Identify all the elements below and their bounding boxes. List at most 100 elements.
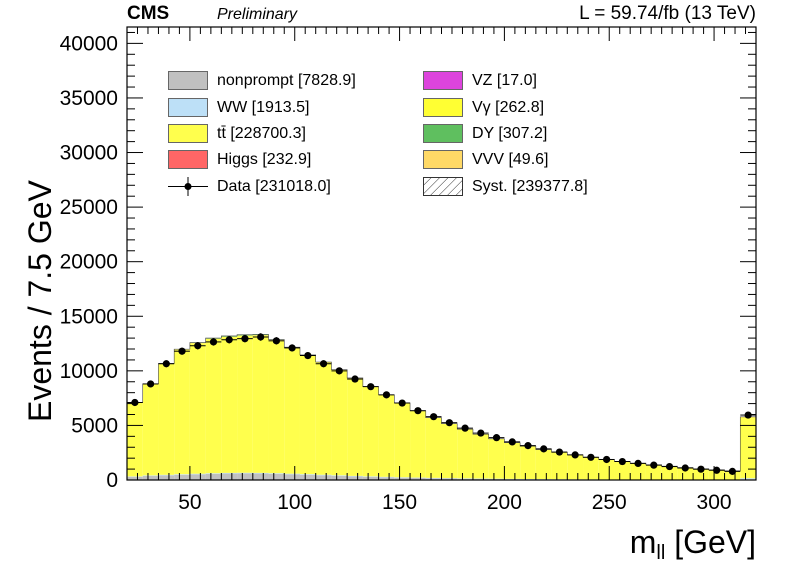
bar-tt (347, 378, 363, 476)
bar-nonprompt (205, 473, 222, 480)
bar-tt (237, 335, 253, 473)
bar-ww (284, 473, 300, 475)
bar-nonprompt (142, 475, 159, 480)
bar-tt (551, 452, 568, 480)
bar-tt (331, 369, 348, 476)
y-tick-label: 35000 (60, 87, 118, 110)
data-point (382, 391, 391, 399)
legend-swatch (168, 98, 208, 117)
x-axis-label-sub: ll (656, 542, 666, 564)
bar-tt (252, 335, 269, 473)
data-point (508, 438, 516, 446)
y-axis-label: Events / 7.5 GeV (22, 180, 58, 422)
bar-ww (252, 472, 269, 474)
bar-ww (268, 473, 285, 474)
legend-item-syst: Syst. [239377.8] (423, 177, 588, 196)
y-tick-label: 10000 (60, 360, 118, 383)
bar-ww (740, 478, 756, 480)
bar-ww (315, 474, 332, 476)
legend-item-vvv: VVV [49.6] (423, 150, 549, 169)
bar-nonprompt (299, 474, 316, 480)
bar-ww (347, 475, 363, 477)
data-point (571, 451, 579, 459)
data-point (524, 442, 532, 450)
bar-tt (724, 470, 741, 480)
x-tick-label: 100 (277, 491, 312, 514)
data-point (713, 466, 721, 474)
y-tick-label: 0 (106, 469, 118, 492)
preliminary-label: Preliminary (217, 6, 298, 23)
bar-nonprompt (127, 476, 143, 480)
histogram-bars (126, 334, 757, 480)
legend-swatch (423, 71, 463, 90)
data-point (697, 465, 705, 473)
bar-tt (567, 454, 584, 480)
bar-tt (174, 349, 190, 475)
x-tick-label: 150 (382, 491, 417, 514)
data-point (477, 429, 485, 437)
data-point (540, 445, 548, 453)
bar-nonprompt (189, 474, 206, 480)
bar-tt (583, 457, 599, 480)
bar-nonprompt (362, 476, 379, 480)
data-point (618, 457, 626, 466)
data-point (744, 411, 752, 419)
data-point (398, 399, 406, 407)
data-point (603, 455, 611, 464)
bar-tt (268, 340, 285, 474)
bar-tt (205, 338, 222, 474)
legend-item-vz: VZ [17.0] (423, 71, 537, 90)
bar-tt (410, 411, 426, 478)
bar-tt (299, 355, 316, 475)
bar-nonprompt (237, 473, 253, 480)
x-axis-label: mll [GeV] (630, 524, 756, 565)
bar-tt (693, 468, 709, 480)
legend-swatch (423, 124, 463, 143)
legend-swatch (168, 124, 208, 143)
data-point (319, 360, 328, 368)
bar-tt (535, 449, 552, 480)
y-tick-label: 30000 (60, 142, 118, 165)
x-axis-label-unit: [GeV] (674, 524, 756, 560)
data-point (351, 375, 359, 383)
bar-tt (142, 384, 159, 476)
bar-ww (299, 474, 316, 475)
bar-tt (488, 438, 505, 479)
data-point (414, 407, 422, 415)
data-point (194, 342, 202, 350)
x-tick-label: 200 (487, 491, 522, 514)
data-point (178, 347, 186, 355)
axes: 0 5000 10000 15000 20000 25000 30000 35000 40000… (60, 26, 757, 514)
bar-nonprompt (331, 475, 348, 480)
legend-item-ww: WW [1913.5] (168, 98, 309, 117)
legend-swatch (423, 150, 463, 169)
bar-tt (630, 463, 646, 480)
bar-tt (127, 402, 143, 477)
bar-ww (174, 474, 190, 475)
legend-label: nonprompt [7828.9] (217, 71, 356, 89)
data-point (257, 333, 265, 341)
legend-item-higgs: Higgs [232.9] (168, 150, 311, 169)
bar-tt (189, 343, 206, 474)
bar-tt (614, 461, 631, 480)
legend-item-nonprompt: nonprompt [7828.9] (168, 71, 356, 90)
data-point (131, 398, 139, 407)
bar-tt (457, 429, 473, 479)
data-point (445, 419, 453, 427)
data-point (650, 461, 658, 469)
legend-label: Syst. [239377.8] (472, 177, 588, 195)
data-point (367, 383, 375, 391)
data-points (127, 333, 756, 475)
bar-nonprompt (252, 473, 269, 480)
data-point (555, 448, 564, 456)
bar-nonprompt (158, 475, 175, 480)
data-point (304, 351, 312, 360)
data-point (681, 464, 689, 472)
data-point (241, 335, 249, 343)
bar-tt (362, 386, 379, 477)
legend-label: Vγ [262.8] (472, 98, 545, 116)
y-tick-label: 20000 (60, 251, 118, 274)
bar-tt (284, 347, 300, 474)
bar-tt (645, 464, 662, 480)
bar-ww (205, 473, 222, 474)
